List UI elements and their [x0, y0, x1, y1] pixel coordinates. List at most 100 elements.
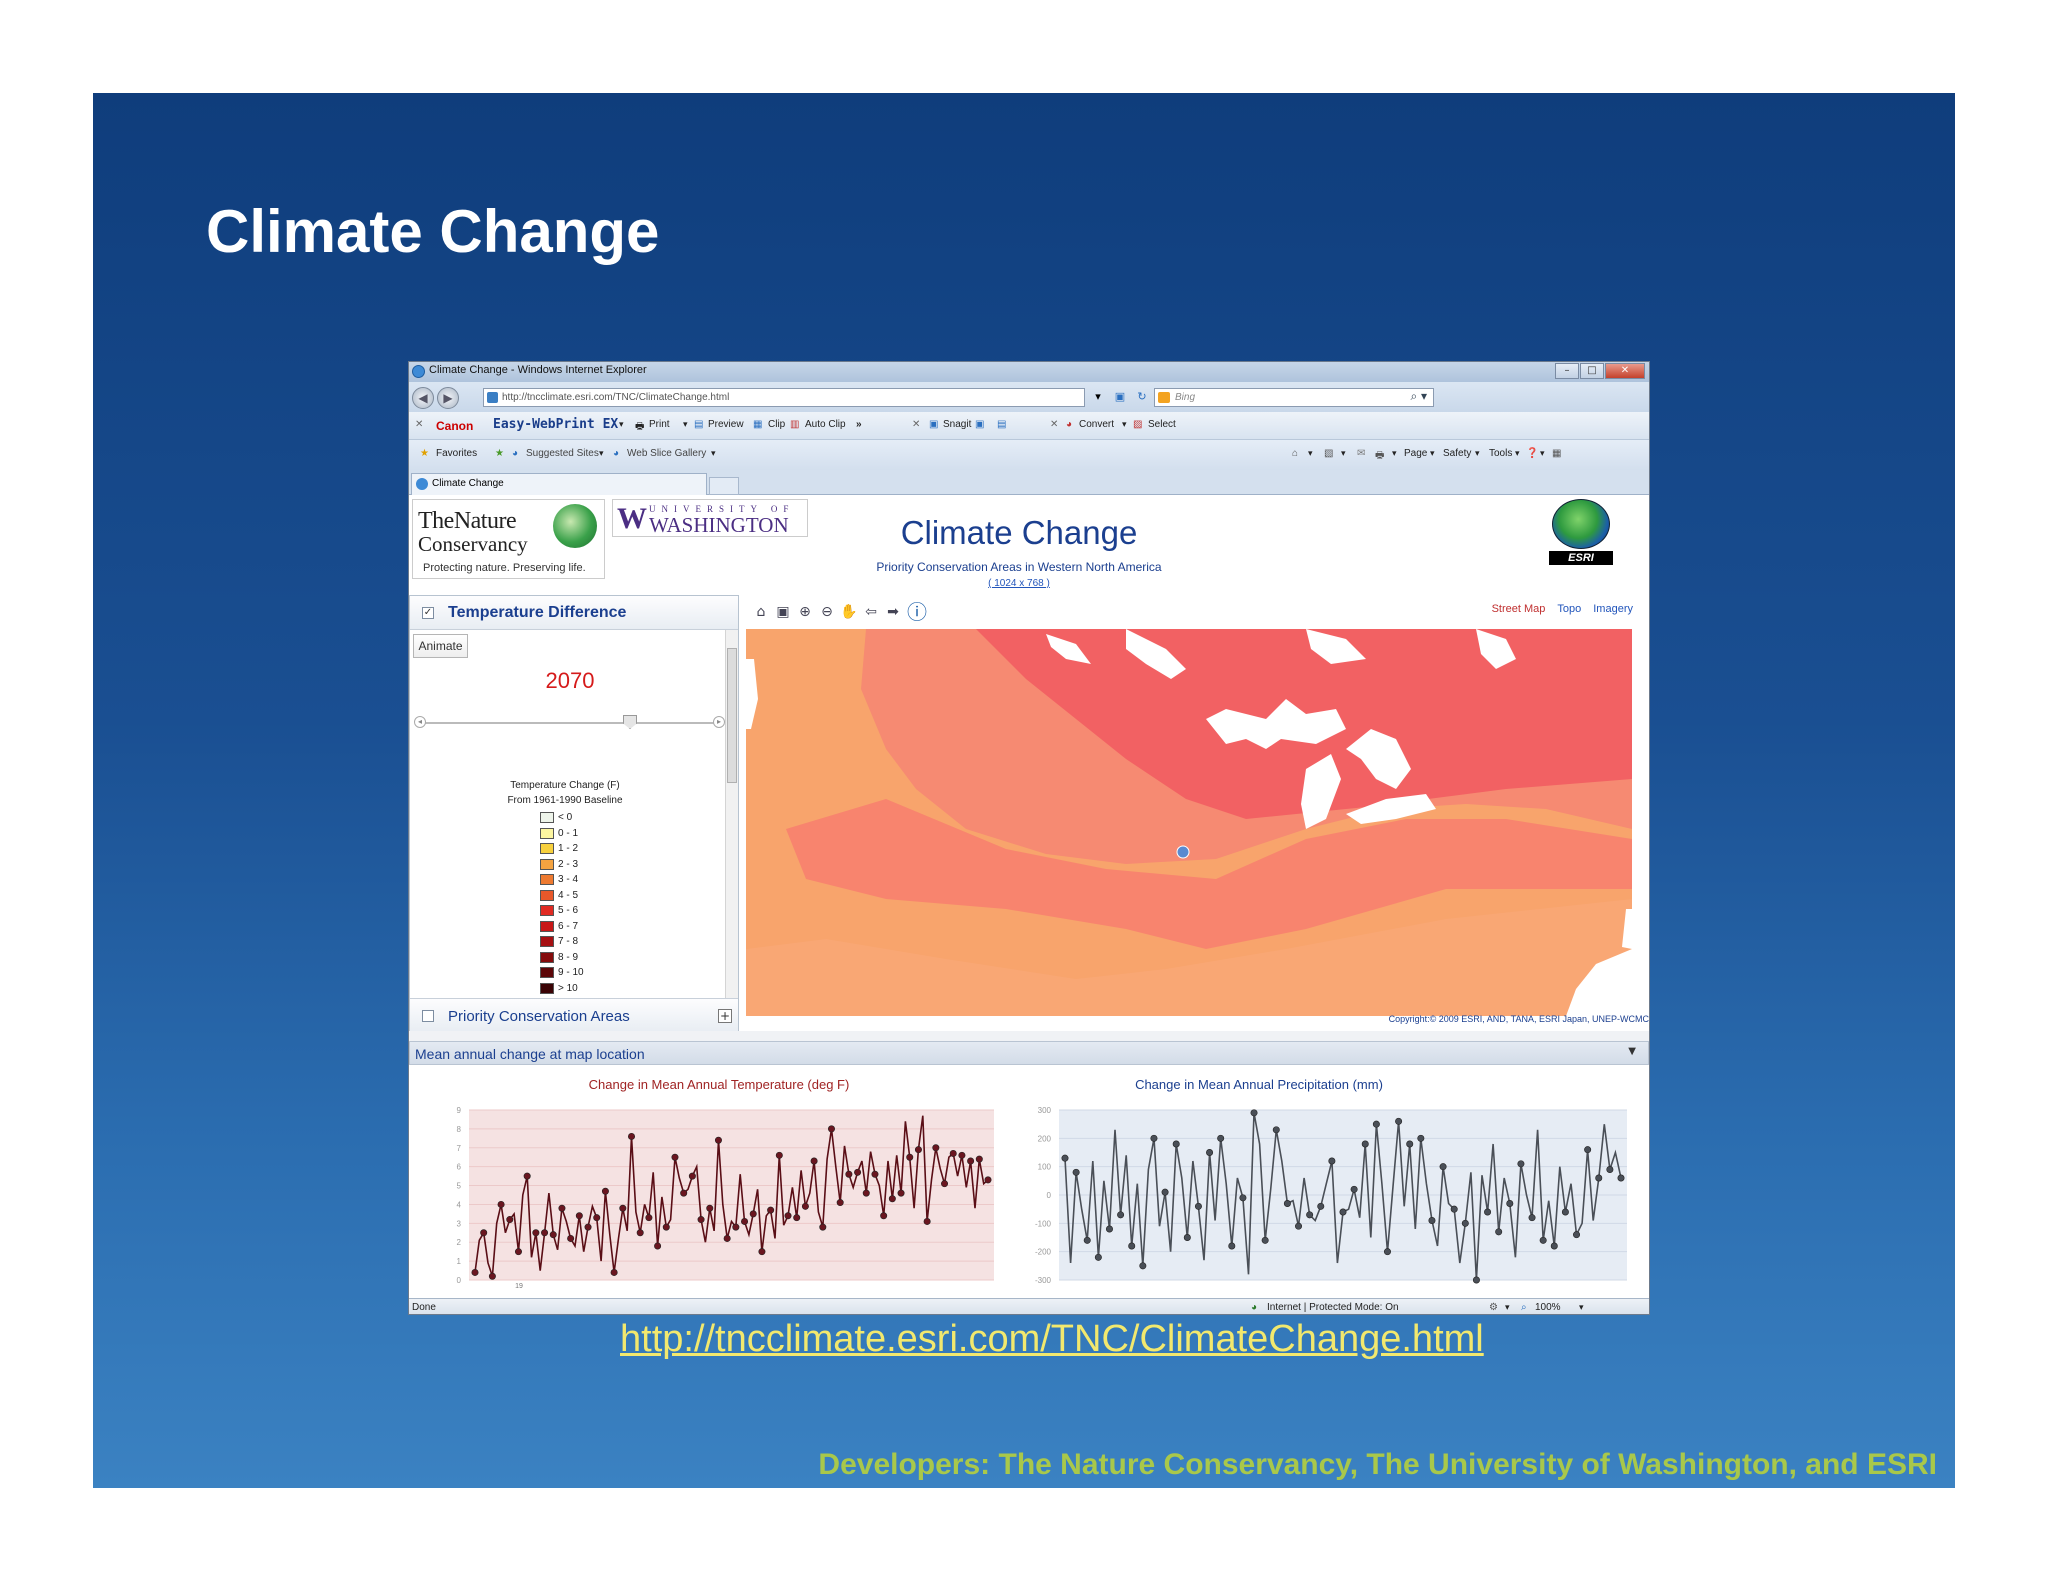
page-menu[interactable]: Page — [1404, 448, 1428, 459]
zone-dropdown-icon[interactable]: ▾ — [1505, 1302, 1510, 1312]
zoom-in-icon[interactable]: ⊕ — [799, 604, 811, 620]
slider-right-arrow-icon[interactable]: ▸ — [713, 716, 725, 728]
back-button[interactable]: ◀ — [412, 387, 434, 409]
print-dropdown-icon[interactable]: ▾ — [683, 419, 688, 429]
esri-globe-icon[interactable] — [1552, 499, 1610, 549]
snagit-button[interactable]: Snagit — [943, 419, 972, 430]
snagit-library-icon[interactable]: ▤ — [997, 419, 1007, 430]
address-field[interactable]: http://tncclimate.esri.com/TNC/ClimateCh… — [483, 388, 1085, 407]
close-button[interactable]: ✕ — [1605, 363, 1645, 379]
layer-panel-scrollbar[interactable] — [725, 630, 738, 1000]
next-extent-icon[interactable]: ➡ — [887, 604, 899, 620]
web-slice-dropdown-icon[interactable]: ▾ — [711, 448, 716, 458]
uw-logo[interactable]: W UNIVERSITY OF WASHINGTON — [612, 499, 808, 537]
zoom-out-icon[interactable]: ⊖ — [821, 604, 833, 620]
research-icon[interactable]: ▦ — [1552, 448, 1562, 459]
suggested-sites-link[interactable]: Suggested Sites — [526, 448, 599, 459]
temperature-map[interactable] — [746, 629, 1632, 1016]
easy-webprint-button[interactable]: Easy-WebPrint EX — [493, 417, 619, 432]
y-tick-label: 200 — [1038, 1134, 1052, 1143]
address-bar-row: ◀ ▶ http://tncclimate.esri.com/TNC/Clima… — [409, 382, 1649, 412]
chevron-down-icon[interactable]: ▾ — [619, 419, 624, 429]
data-point — [949, 1149, 957, 1157]
panel-splitter[interactable] — [409, 1031, 1649, 1041]
tools-dropdown-icon[interactable]: ▾ — [1515, 448, 1520, 458]
maximize-button[interactable]: □ — [1580, 363, 1604, 379]
year-slider-thumb[interactable] — [623, 715, 637, 729]
slide-url-link[interactable]: http://tncclimate.esri.com/TNC/ClimateCh… — [620, 1318, 1484, 1360]
tab-climate-change[interactable]: Climate Change — [411, 473, 707, 495]
topo-link[interactable]: Topo — [1557, 603, 1582, 615]
refresh-icon[interactable]: ↻ — [1137, 390, 1147, 403]
year-label: 2070 — [545, 668, 595, 693]
protected-mode-icon[interactable]: ⚙ — [1489, 1302, 1498, 1313]
zoom-dropdown-icon[interactable]: ▾ — [1579, 1302, 1584, 1312]
tnc-logo[interactable]: TheNature Conservancy Protecting nature.… — [412, 499, 605, 579]
size-link[interactable]: ( 1024 x 768 ) — [988, 578, 1050, 589]
year-slider-track[interactable] — [420, 722, 720, 724]
help-icon[interactable]: ❓ — [1526, 448, 1539, 459]
search-icon[interactable]: ⌕ ▾ — [1410, 389, 1427, 403]
feeds-icon[interactable]: ▧ — [1324, 448, 1334, 459]
convert-dropdown-icon[interactable]: ▾ — [1122, 419, 1127, 429]
status-text: Done — [412, 1302, 436, 1313]
pan-hand-icon[interactable]: ✋ — [840, 604, 858, 620]
slider-left-arrow-icon[interactable]: ◂ — [414, 716, 426, 728]
zoom-level[interactable]: 100% — [1535, 1302, 1561, 1313]
page-dropdown-icon[interactable]: ▾ — [1430, 448, 1435, 458]
legend-item: 8 - 9 — [540, 950, 584, 966]
data-point — [767, 1206, 775, 1214]
search-input[interactable]: Bing ⌕ ▾ — [1154, 388, 1434, 407]
auto-clip-button[interactable]: Auto Clip — [805, 419, 846, 430]
priority-areas-checkbox[interactable] — [422, 1010, 434, 1022]
close-toolbar-icon[interactable]: ✕ — [415, 419, 424, 430]
legend-title: Temperature Change (F) — [510, 780, 620, 791]
temperature-checkbox[interactable]: ✓ — [422, 607, 434, 619]
previous-extent-icon[interactable]: ⇦ — [865, 604, 877, 620]
home-icon[interactable]: ⌂ — [1292, 448, 1299, 459]
forward-button[interactable]: ▶ — [437, 387, 459, 409]
security-zone[interactable]: Internet | Protected Mode: On — [1267, 1302, 1399, 1313]
expand-plus-icon[interactable]: + — [718, 1009, 732, 1023]
imagery-link[interactable]: Imagery — [1593, 603, 1633, 615]
legend-item: 2 - 3 — [540, 857, 584, 873]
data-point — [880, 1212, 888, 1220]
snagit-capture-icon[interactable]: ▣ — [975, 419, 985, 430]
close-convert-icon[interactable]: ✕ — [1050, 419, 1059, 430]
safety-dropdown-icon[interactable]: ▾ — [1475, 448, 1480, 458]
scrollbar-thumb[interactable] — [727, 648, 737, 783]
compatibility-icon[interactable]: ▣ — [1114, 390, 1126, 403]
select-button[interactable]: Select — [1148, 419, 1176, 430]
convert-button[interactable]: Convert — [1079, 419, 1115, 430]
close-snagit-icon[interactable]: ✕ — [912, 419, 921, 430]
animate-button[interactable]: Animate — [413, 634, 468, 658]
data-point — [1484, 1208, 1492, 1216]
home-dropdown-icon[interactable]: ▾ — [1308, 448, 1313, 458]
help-dropdown-icon[interactable]: ▾ — [1540, 448, 1545, 458]
zoom-layer-icon[interactable]: ▣ — [776, 604, 790, 620]
print-icon[interactable]: 🖶 — [1375, 450, 1385, 461]
tools-menu[interactable]: Tools — [1489, 448, 1513, 459]
print-dropdown2-icon[interactable]: ▾ — [1392, 448, 1397, 458]
mail-icon[interactable]: ✉ — [1357, 448, 1366, 459]
toolbar-more-button[interactable]: » — [856, 419, 862, 430]
minimize-button[interactable]: – — [1555, 363, 1579, 379]
web-slice-gallery-link[interactable]: Web Slice Gallery — [627, 448, 707, 459]
favorites-button[interactable]: Favorites — [436, 448, 478, 459]
collapse-chevron-icon[interactable]: ▼ — [1628, 1046, 1636, 1057]
new-tab-button[interactable] — [709, 477, 739, 495]
clip-button[interactable]: Clip — [768, 419, 786, 430]
legend-label: 3 - 4 — [558, 874, 579, 886]
safety-menu[interactable]: Safety — [1443, 448, 1472, 459]
street-map-link[interactable]: Street Map — [1491, 603, 1546, 615]
data-point — [958, 1151, 966, 1159]
preview-button[interactable]: Preview — [708, 419, 744, 430]
identify-info-icon[interactable]: ⓘ — [907, 600, 927, 624]
legend-item: 4 - 5 — [540, 888, 584, 904]
feeds-dropdown-icon[interactable]: ▾ — [1341, 448, 1346, 458]
dropdown-icon[interactable]: ▾ — [1095, 390, 1101, 403]
suggested-dropdown-icon[interactable]: ▾ — [599, 448, 604, 458]
add-favorite-icon[interactable]: ★ — [495, 448, 504, 459]
print-button[interactable]: Print — [649, 419, 670, 430]
zoom-full-icon[interactable]: ⌂ — [756, 604, 766, 620]
